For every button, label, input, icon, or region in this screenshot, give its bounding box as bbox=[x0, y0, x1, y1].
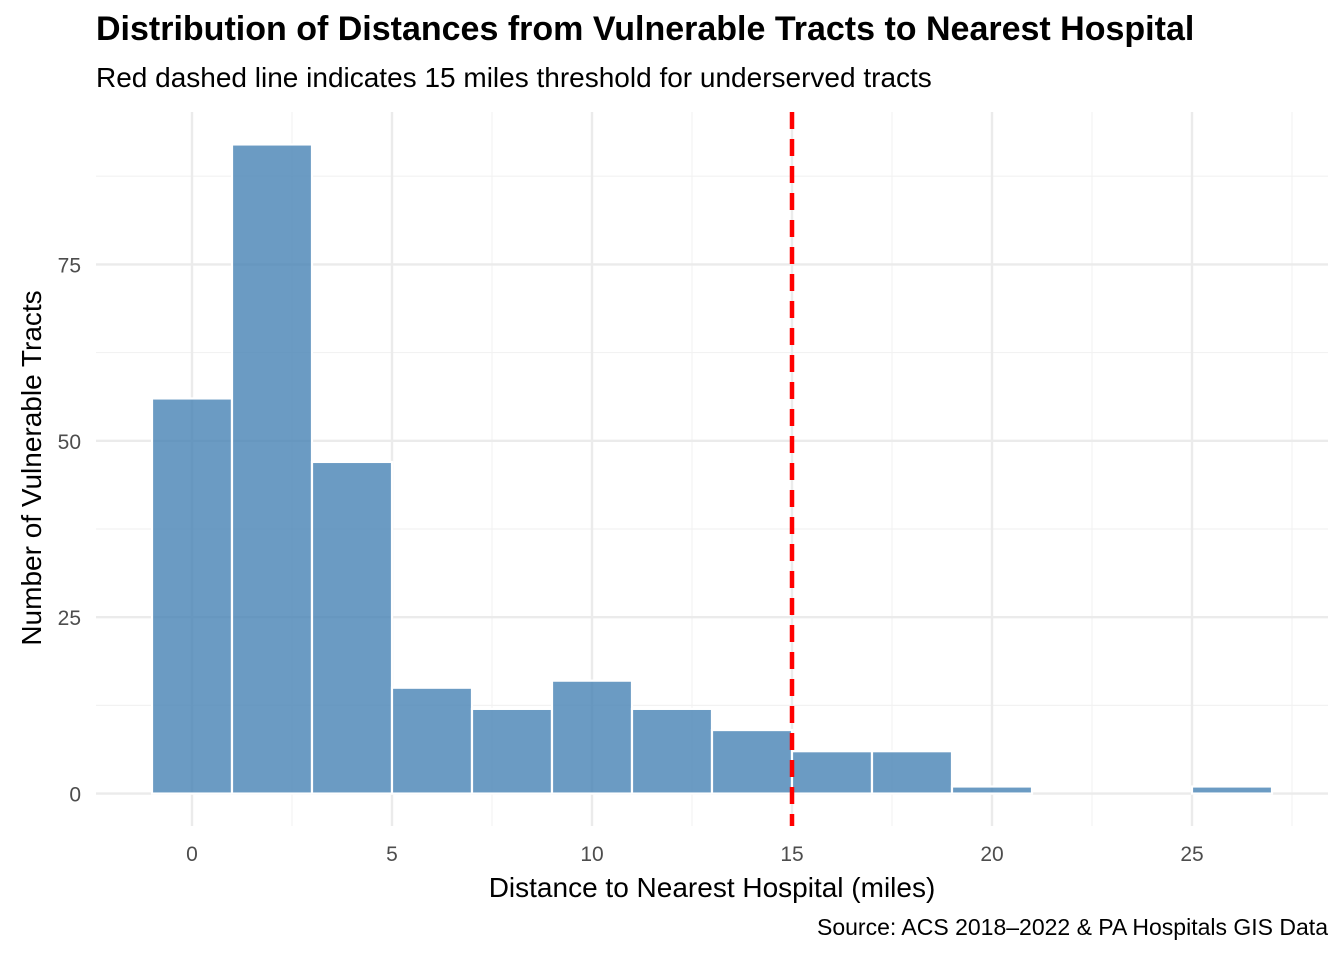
histogram-bar bbox=[310, 460, 394, 795]
histogram-bar bbox=[550, 679, 634, 795]
x-tick-label: 5 bbox=[386, 843, 398, 866]
histogram-bar bbox=[870, 750, 954, 795]
x-tick-label: 0 bbox=[186, 843, 198, 866]
x-tick-label: 10 bbox=[580, 843, 603, 866]
histogram-bar bbox=[950, 785, 1034, 795]
chart-subtitle: Red dashed line indicates 15 miles thres… bbox=[96, 62, 932, 93]
x-tick-label: 15 bbox=[780, 843, 803, 866]
x-axis-title: Distance to Nearest Hospital (miles) bbox=[489, 872, 936, 903]
chart-caption: Source: ACS 2018–2022 & PA Hospitals GIS… bbox=[817, 914, 1328, 940]
y-tick-label: 25 bbox=[58, 607, 81, 630]
histogram-bar bbox=[790, 750, 874, 795]
histogram-bar bbox=[150, 397, 234, 795]
x-axis-ticks: 0 5 10 15 20 25 bbox=[186, 843, 1204, 866]
histogram-bar bbox=[1190, 785, 1274, 795]
chart-title: Distribution of Distances from Vulnerabl… bbox=[96, 10, 1195, 48]
histogram-bar bbox=[470, 707, 554, 795]
y-tick-label: 0 bbox=[69, 784, 81, 807]
histogram-bar bbox=[390, 686, 474, 795]
y-axis-title: Number of Vulnerable Tracts bbox=[16, 290, 47, 645]
y-tick-label: 75 bbox=[58, 254, 81, 277]
y-axis-ticks: 0 25 50 75 bbox=[58, 254, 81, 806]
y-tick-label: 50 bbox=[58, 431, 81, 454]
histogram-bar bbox=[710, 728, 794, 795]
x-tick-label: 25 bbox=[1180, 843, 1203, 866]
x-tick-label: 20 bbox=[980, 843, 1003, 866]
histogram-bar bbox=[230, 143, 314, 795]
histogram-bar bbox=[630, 707, 714, 795]
histogram-bars bbox=[150, 143, 1274, 795]
